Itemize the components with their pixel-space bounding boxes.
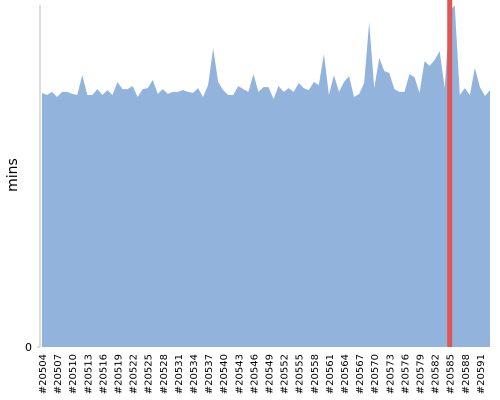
x-tick-label: #20582 [431,354,442,394]
area [42,5,490,347]
x-tick-label: #20516 [98,354,109,394]
x-tick-label: #20552 [280,354,291,394]
x-tick-label: #20570 [370,354,381,394]
x-tick-label: #20519 [114,354,125,394]
x-tick-label: #20573 [385,354,396,394]
x-tick-label: #20567 [355,354,366,394]
x-tick-label: #20588 [461,354,472,394]
x-tick-label: #20537 [204,354,215,394]
x-tick-label: #20504 [38,354,49,394]
x-tick-label: #20510 [68,354,79,394]
x-tick-label: #20564 [340,354,351,394]
x-tick-label: #20528 [159,354,170,394]
x-tick-label: #20549 [265,354,276,394]
highlight-bar [447,0,453,347]
x-tick-label: #20540 [219,354,230,394]
x-tick-label: #20513 [83,354,94,394]
x-tick-label: #20585 [446,354,457,394]
x-tick-label: #20561 [325,354,336,394]
x-tick-label: #20525 [144,354,155,394]
x-tick-label: #20531 [174,354,185,394]
x-tick-label: #20591 [476,354,487,394]
x-tick-label: #20555 [295,354,306,394]
x-tick-label: #20522 [129,354,140,394]
x-tick-label: #20579 [416,354,427,394]
x-tick-label: #20534 [189,354,200,394]
y-axis-label: mins [5,158,21,192]
x-tick-label: #20546 [249,354,260,394]
x-tick-label: #20576 [400,354,411,394]
x-tick-label: #20558 [310,354,321,394]
x-tick-label: #20543 [234,354,245,394]
y-tick-label: 0 [25,341,32,354]
x-tick-label: #20507 [53,354,64,394]
